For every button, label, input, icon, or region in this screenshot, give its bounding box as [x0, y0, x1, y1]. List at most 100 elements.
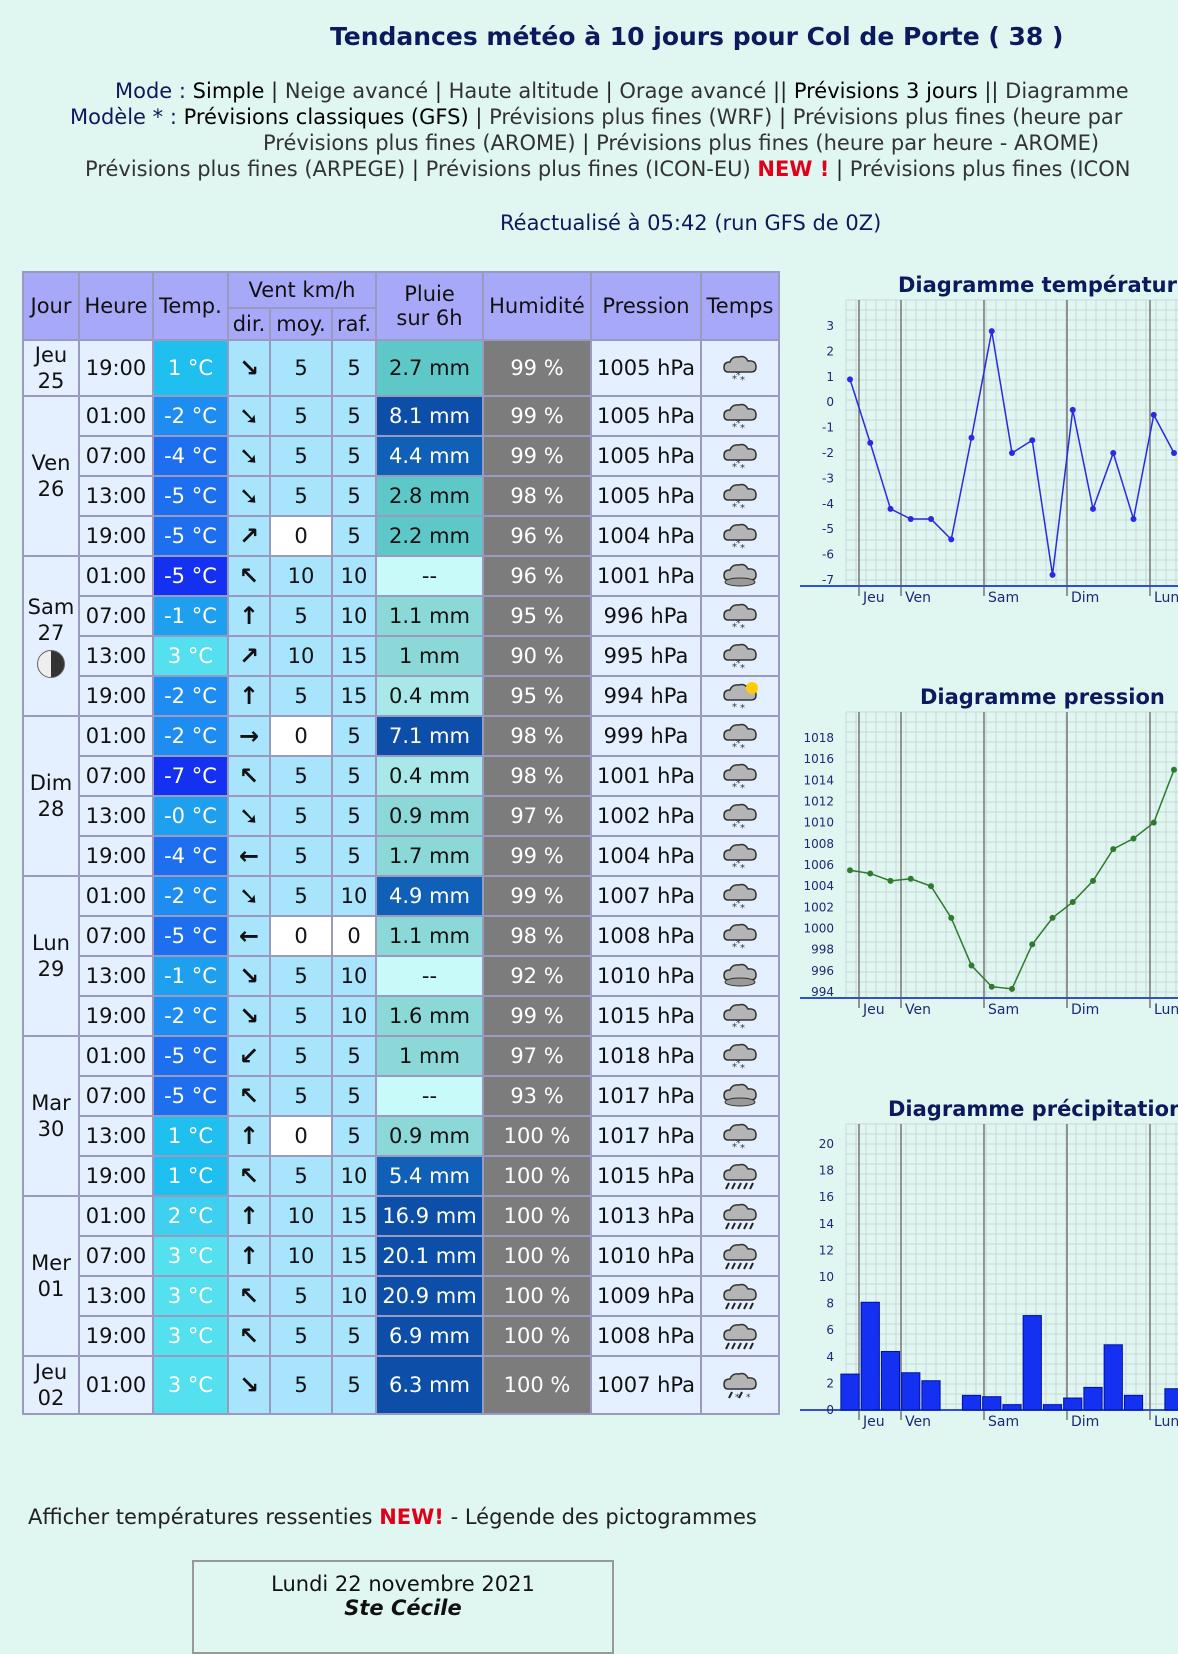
model-arpege-link[interactable]: Prévisions plus fines (ARPEGE)	[85, 157, 406, 181]
y-tick-label: 1002	[803, 900, 834, 914]
model-arome-link[interactable]: Prévisions plus fines (AROME)	[263, 131, 576, 155]
snow-weather-icon: * **	[723, 483, 757, 512]
y-tick-label: 1004	[803, 879, 834, 893]
x-tick-label: Lun	[1154, 1002, 1178, 1018]
rain-cell: 20.9 mm	[375, 1275, 484, 1317]
rain-cell: 2.7 mm	[375, 339, 484, 397]
wind-direction-icon: ↑	[227, 675, 271, 717]
wind-arrow: ➘	[238, 881, 260, 910]
mode-orage-link[interactable]: Orage avancé	[619, 79, 767, 103]
rain-cell: 0.9 mm	[375, 795, 484, 837]
weather-cell: * * *	[700, 339, 780, 397]
rain-cell: 1 mm	[375, 1035, 484, 1077]
precip-bar	[921, 1380, 941, 1411]
date-text: Lundi 22 novembre 2021	[271, 1572, 535, 1596]
weather-cell	[700, 1315, 780, 1357]
mode-3jours-link[interactable]: Prévisions 3 jours	[793, 79, 978, 103]
rain-weather-icon	[723, 1323, 757, 1350]
data-point	[928, 883, 934, 890]
y-tick-label: 1018	[803, 731, 834, 745]
wind-avg-cell: 5	[269, 1315, 333, 1357]
y-tick-label: -2	[822, 446, 834, 460]
data-point	[1069, 406, 1076, 413]
wind-avg-cell: 5	[269, 339, 333, 397]
svg-text:*: *	[740, 503, 745, 512]
wind-direction-icon: ↖	[227, 555, 271, 597]
feels-like-link[interactable]: Afficher températures ressenties	[28, 1505, 373, 1529]
svg-text:*: *	[740, 623, 745, 632]
wind-arrow: ↖	[238, 1281, 260, 1310]
day-cell: Jeu 02	[22, 1355, 80, 1415]
model-icon-eu-link[interactable]: Prévisions plus fines (ICON-EU)	[425, 157, 751, 181]
wind-direction-icon: ↘	[227, 995, 271, 1037]
model-wrf-hourly-link[interactable]: Prévisions plus fines (heure par	[792, 105, 1123, 129]
wind-arrow: ↖	[238, 1081, 260, 1110]
model-icon-link[interactable]: Prévisions plus fines (ICON	[849, 157, 1131, 181]
hour-cell: 07:00	[78, 915, 154, 957]
day-number: 29	[37, 957, 65, 981]
humidity-cell: 98 %	[482, 475, 592, 517]
svg-text:*: *	[732, 622, 737, 632]
wind-direction-icon: ↑	[227, 1235, 271, 1277]
svg-text:*: *	[732, 822, 737, 832]
model-arome-hourly-link[interactable]: Prévisions plus fines (heure par heure -…	[596, 131, 1100, 155]
wind-arrow: ➘	[238, 801, 260, 830]
weather-cell	[700, 1195, 780, 1237]
data-point	[1090, 505, 1096, 512]
rain-cell: 0.4 mm	[375, 675, 484, 717]
wind-direction-icon: ➘	[227, 875, 271, 917]
rain-cell: 20.1 mm	[375, 1235, 484, 1277]
day-name: Jeu	[34, 1360, 68, 1384]
y-tick-label: 994	[811, 985, 834, 999]
svg-text:*: *	[740, 743, 745, 752]
header-humidite: Humidité	[482, 271, 592, 341]
svg-text:*: *	[736, 459, 741, 469]
mode-label: Mode :	[115, 79, 186, 103]
table-row: 13:00 3 °C ↗ 10 15 1 mm 90 % 995 hPa * * *	[23, 635, 780, 677]
humidity-cell: 96 %	[482, 555, 592, 597]
svg-text:*: *	[736, 371, 741, 381]
rain-cell: 8.1 mm	[375, 395, 484, 437]
wind-arrow: ←	[238, 921, 260, 950]
legend-link[interactable]: Légende des pictogrammes	[464, 1505, 757, 1529]
series-line	[849, 769, 1175, 990]
wind-direction-icon: ↙	[227, 1035, 271, 1077]
x-tick-label: Sam	[988, 590, 1019, 606]
svg-text:*: *	[736, 899, 741, 909]
model-wrf-link[interactable]: Prévisions plus fines (WRF)	[489, 105, 773, 129]
wind-gust-cell: 10	[331, 555, 377, 597]
wind-gust-cell: 10	[331, 1155, 377, 1197]
svg-text:*: *	[736, 819, 741, 829]
wind-arrow: ↑	[238, 681, 260, 710]
wind-direction-icon: ➘	[227, 395, 271, 437]
mode-altitude-link[interactable]: Haute altitude	[448, 79, 599, 103]
weather-cell	[700, 1235, 780, 1277]
weather-cell	[700, 555, 780, 597]
wind-arrow: ↘	[238, 1370, 260, 1399]
humidity-cell: 100 %	[482, 1275, 592, 1317]
mode-diagramme-link[interactable]: Diagramme	[1005, 79, 1129, 103]
footer-separator: -	[450, 1505, 459, 1529]
table-row: Sam 27 01:00 -5 °C ↖ 10 10 -- 96 % 1001 hPa	[22, 555, 780, 717]
model-gfs-link[interactable]: Prévisions classiques (GFS)	[183, 105, 469, 129]
mode-simple-link[interactable]: Simple	[192, 79, 265, 103]
rain-cell: --	[375, 1075, 484, 1117]
x-tick-label: Dim	[1071, 590, 1099, 606]
temp-cell: 2 °C	[152, 1195, 229, 1237]
model-label: Modèle * :	[70, 105, 177, 129]
pressure-cell: 994 hPa	[590, 675, 702, 717]
svg-text:*: *	[740, 783, 745, 792]
hour-cell: 01:00	[78, 1355, 154, 1415]
table-row: 07:00 -4 °C ➘ 5 5 4.4 mm 99 % 1005 hPa * * *	[23, 435, 780, 477]
x-tick-label: Sam	[988, 1002, 1019, 1018]
wind-avg-cell: 5	[269, 595, 333, 637]
mode-neige-link[interactable]: Neige avancé	[284, 79, 429, 103]
y-tick-label: 1010	[803, 816, 834, 830]
rain-weather-icon	[723, 1163, 757, 1190]
wind-gust-cell: 5	[331, 515, 377, 557]
data-point	[1009, 985, 1015, 992]
pressure-cell: 1004 hPa	[590, 515, 702, 557]
svg-text:*: *	[736, 619, 741, 629]
weather-cell: * * *	[700, 635, 780, 677]
footer-new-badge: NEW!	[379, 1505, 444, 1529]
